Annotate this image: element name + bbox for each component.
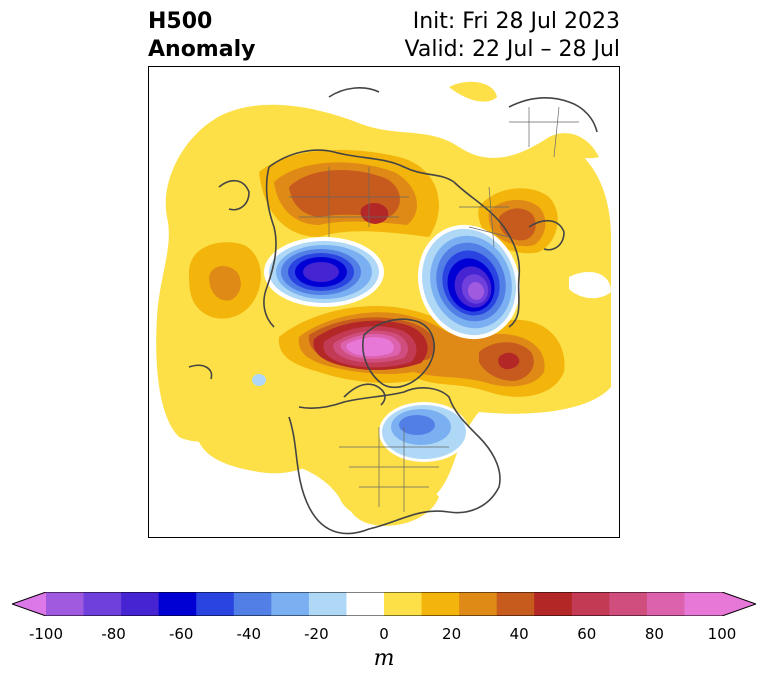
colorbar-segment: [46, 592, 85, 616]
anomaly-map: [148, 66, 620, 538]
colorbar-tick-label: -80: [101, 625, 126, 643]
map-title: H500 Anomaly: [148, 8, 255, 64]
anomaly-map-canvas: [149, 81, 611, 535]
date-info: Init: Fri 28 Jul 2023 Valid: 22 Jul – 28…: [405, 8, 620, 64]
coastlines: [188, 87, 598, 535]
colorbar-segment: [121, 592, 160, 616]
colorbar-tick-label: 40: [509, 625, 529, 643]
colorbar-segment: [233, 592, 272, 616]
colorbar-segment: [196, 592, 235, 616]
colorbar-extend-max: [722, 592, 756, 616]
near-zero-pocket-west: [149, 282, 155, 317]
colorbar-segment: [271, 592, 310, 616]
negative-anomaly-small-patch: [252, 374, 266, 386]
colorbar-segment: [459, 592, 498, 616]
anomaly-10m-region-southwest: [347, 474, 439, 526]
colorbar-segment: [609, 592, 648, 616]
colorbar-segment: [534, 592, 573, 616]
title-line-2: Anomaly: [148, 37, 256, 62]
colorbar-tick-label: -40: [236, 625, 262, 643]
colorbar-tick-label: -20: [304, 625, 329, 643]
colorbar-segment: [346, 592, 385, 616]
colorbar-segment: [308, 592, 347, 616]
colorbar-segment: [421, 592, 460, 616]
colorbar-segment: [384, 592, 423, 616]
colorbar-segments: [12, 592, 756, 616]
anomaly-10m-region-east: [549, 133, 599, 159]
colorbar-extend-min: [12, 592, 46, 616]
colorbar-segment: [83, 592, 122, 616]
colorbar-unit-label: m: [373, 646, 395, 671]
colorbar-tick-label: -100: [28, 625, 64, 643]
colorbar: [12, 592, 756, 616]
colorbar-tick-label: 60: [577, 625, 597, 643]
colorbar-segment: [571, 592, 610, 616]
anomaly-90m-region: [346, 337, 394, 357]
country-borders: [289, 106, 579, 512]
colorbar-segment: [496, 592, 535, 616]
colorbar-tick-label: 80: [644, 625, 664, 643]
colorbar-tick-label: -60: [168, 625, 194, 643]
negative-anomaly-low-west: [264, 237, 384, 307]
title-line-1: H500: [148, 9, 213, 34]
colorbar-tick-label: 0: [379, 625, 389, 643]
valid-range: Valid: 22 Jul – 28 Jul: [404, 37, 620, 62]
anomaly-10m-region-north: [449, 81, 497, 102]
near-zero-pocket: [569, 272, 611, 299]
anomaly-10m-region-northwest: [209, 128, 249, 157]
anomaly-10m-region-south: [197, 428, 329, 474]
colorbar-tick-label: 100: [707, 625, 737, 643]
negative-anomaly-low-east: [417, 224, 521, 340]
colorbar-segment: [158, 592, 197, 616]
colorbar-tick-label: 20: [442, 625, 462, 643]
colorbar-segment: [684, 592, 723, 616]
colorbar-segment: [646, 592, 685, 616]
init-date: Init: Fri 28 Jul 2023: [412, 9, 620, 34]
